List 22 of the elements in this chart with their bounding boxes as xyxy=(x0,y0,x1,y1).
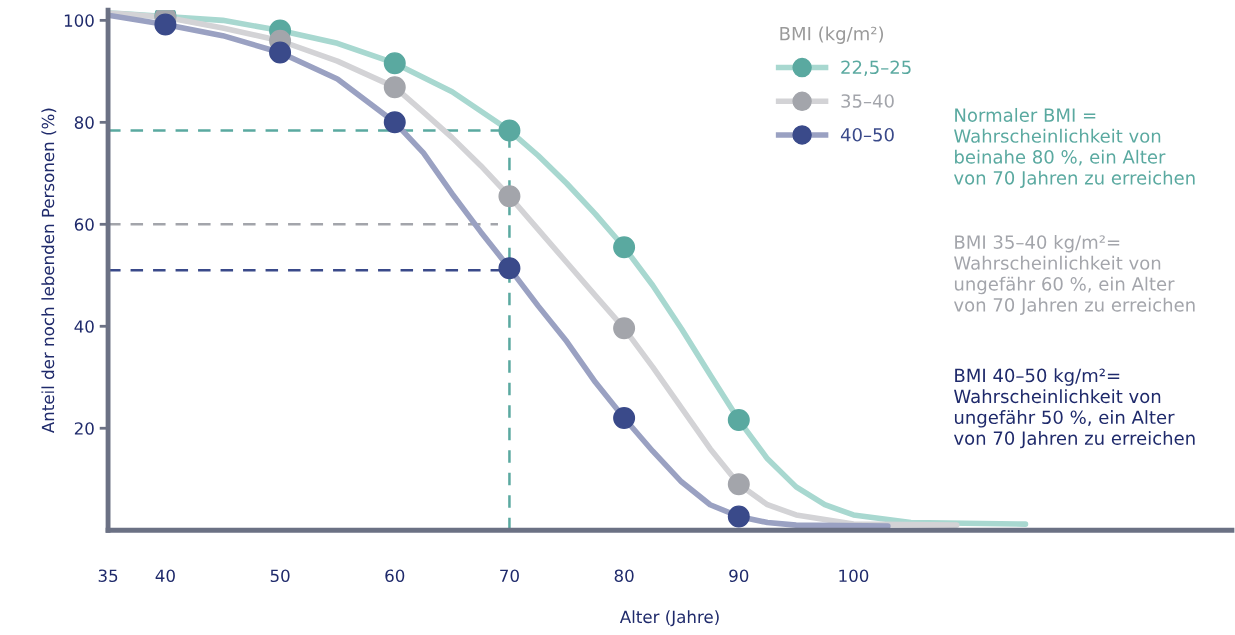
x-tick-label: 80 xyxy=(614,569,634,583)
annotation: BMI 40–50 kg/m²= Wahrscheinlichkeit von ungefähr 50 %, ein Alter von 70 Jahren zu erreichen xyxy=(953,368,1195,449)
legend-title: BMI (kg/m²) xyxy=(780,26,884,44)
legend-label: 40–50 xyxy=(840,127,894,142)
y-tick-label: 80 xyxy=(74,116,94,129)
x-tick-label: 70 xyxy=(500,569,519,583)
y-axis-title: Anteil der noch lebenden Personen (%) xyxy=(41,108,57,434)
x-axis-title: Alter (Jahre) xyxy=(619,610,719,627)
y-tick-label: 40 xyxy=(74,320,94,333)
annotation: Normaler BMI = Wahrscheinlichkeit von beinahe 80 %, ein Alter von 70 Jahren zu erreichen xyxy=(953,107,1195,188)
annotation: BMI 35–40 kg/m²= Wahrscheinlichkeit von ungefähr 60 %, ein Alter von 70 Jahren zu erreichen xyxy=(953,234,1195,315)
y-tick-label: 100 xyxy=(64,14,94,27)
y-tick-label: 60 xyxy=(74,218,94,231)
x-tick-label: 100 xyxy=(839,569,869,583)
x-tick-label: 50 xyxy=(270,569,290,583)
y-tick-label: 20 xyxy=(74,422,94,435)
x-tick-label: 60 xyxy=(385,569,405,583)
legend-label: 35–40 xyxy=(841,94,894,108)
legend-label: 22,5–25 xyxy=(841,60,911,76)
x-tick-label: 35 xyxy=(98,569,118,583)
x-tick-label: 40 xyxy=(155,569,175,583)
x-tick-label: 90 xyxy=(729,569,749,583)
